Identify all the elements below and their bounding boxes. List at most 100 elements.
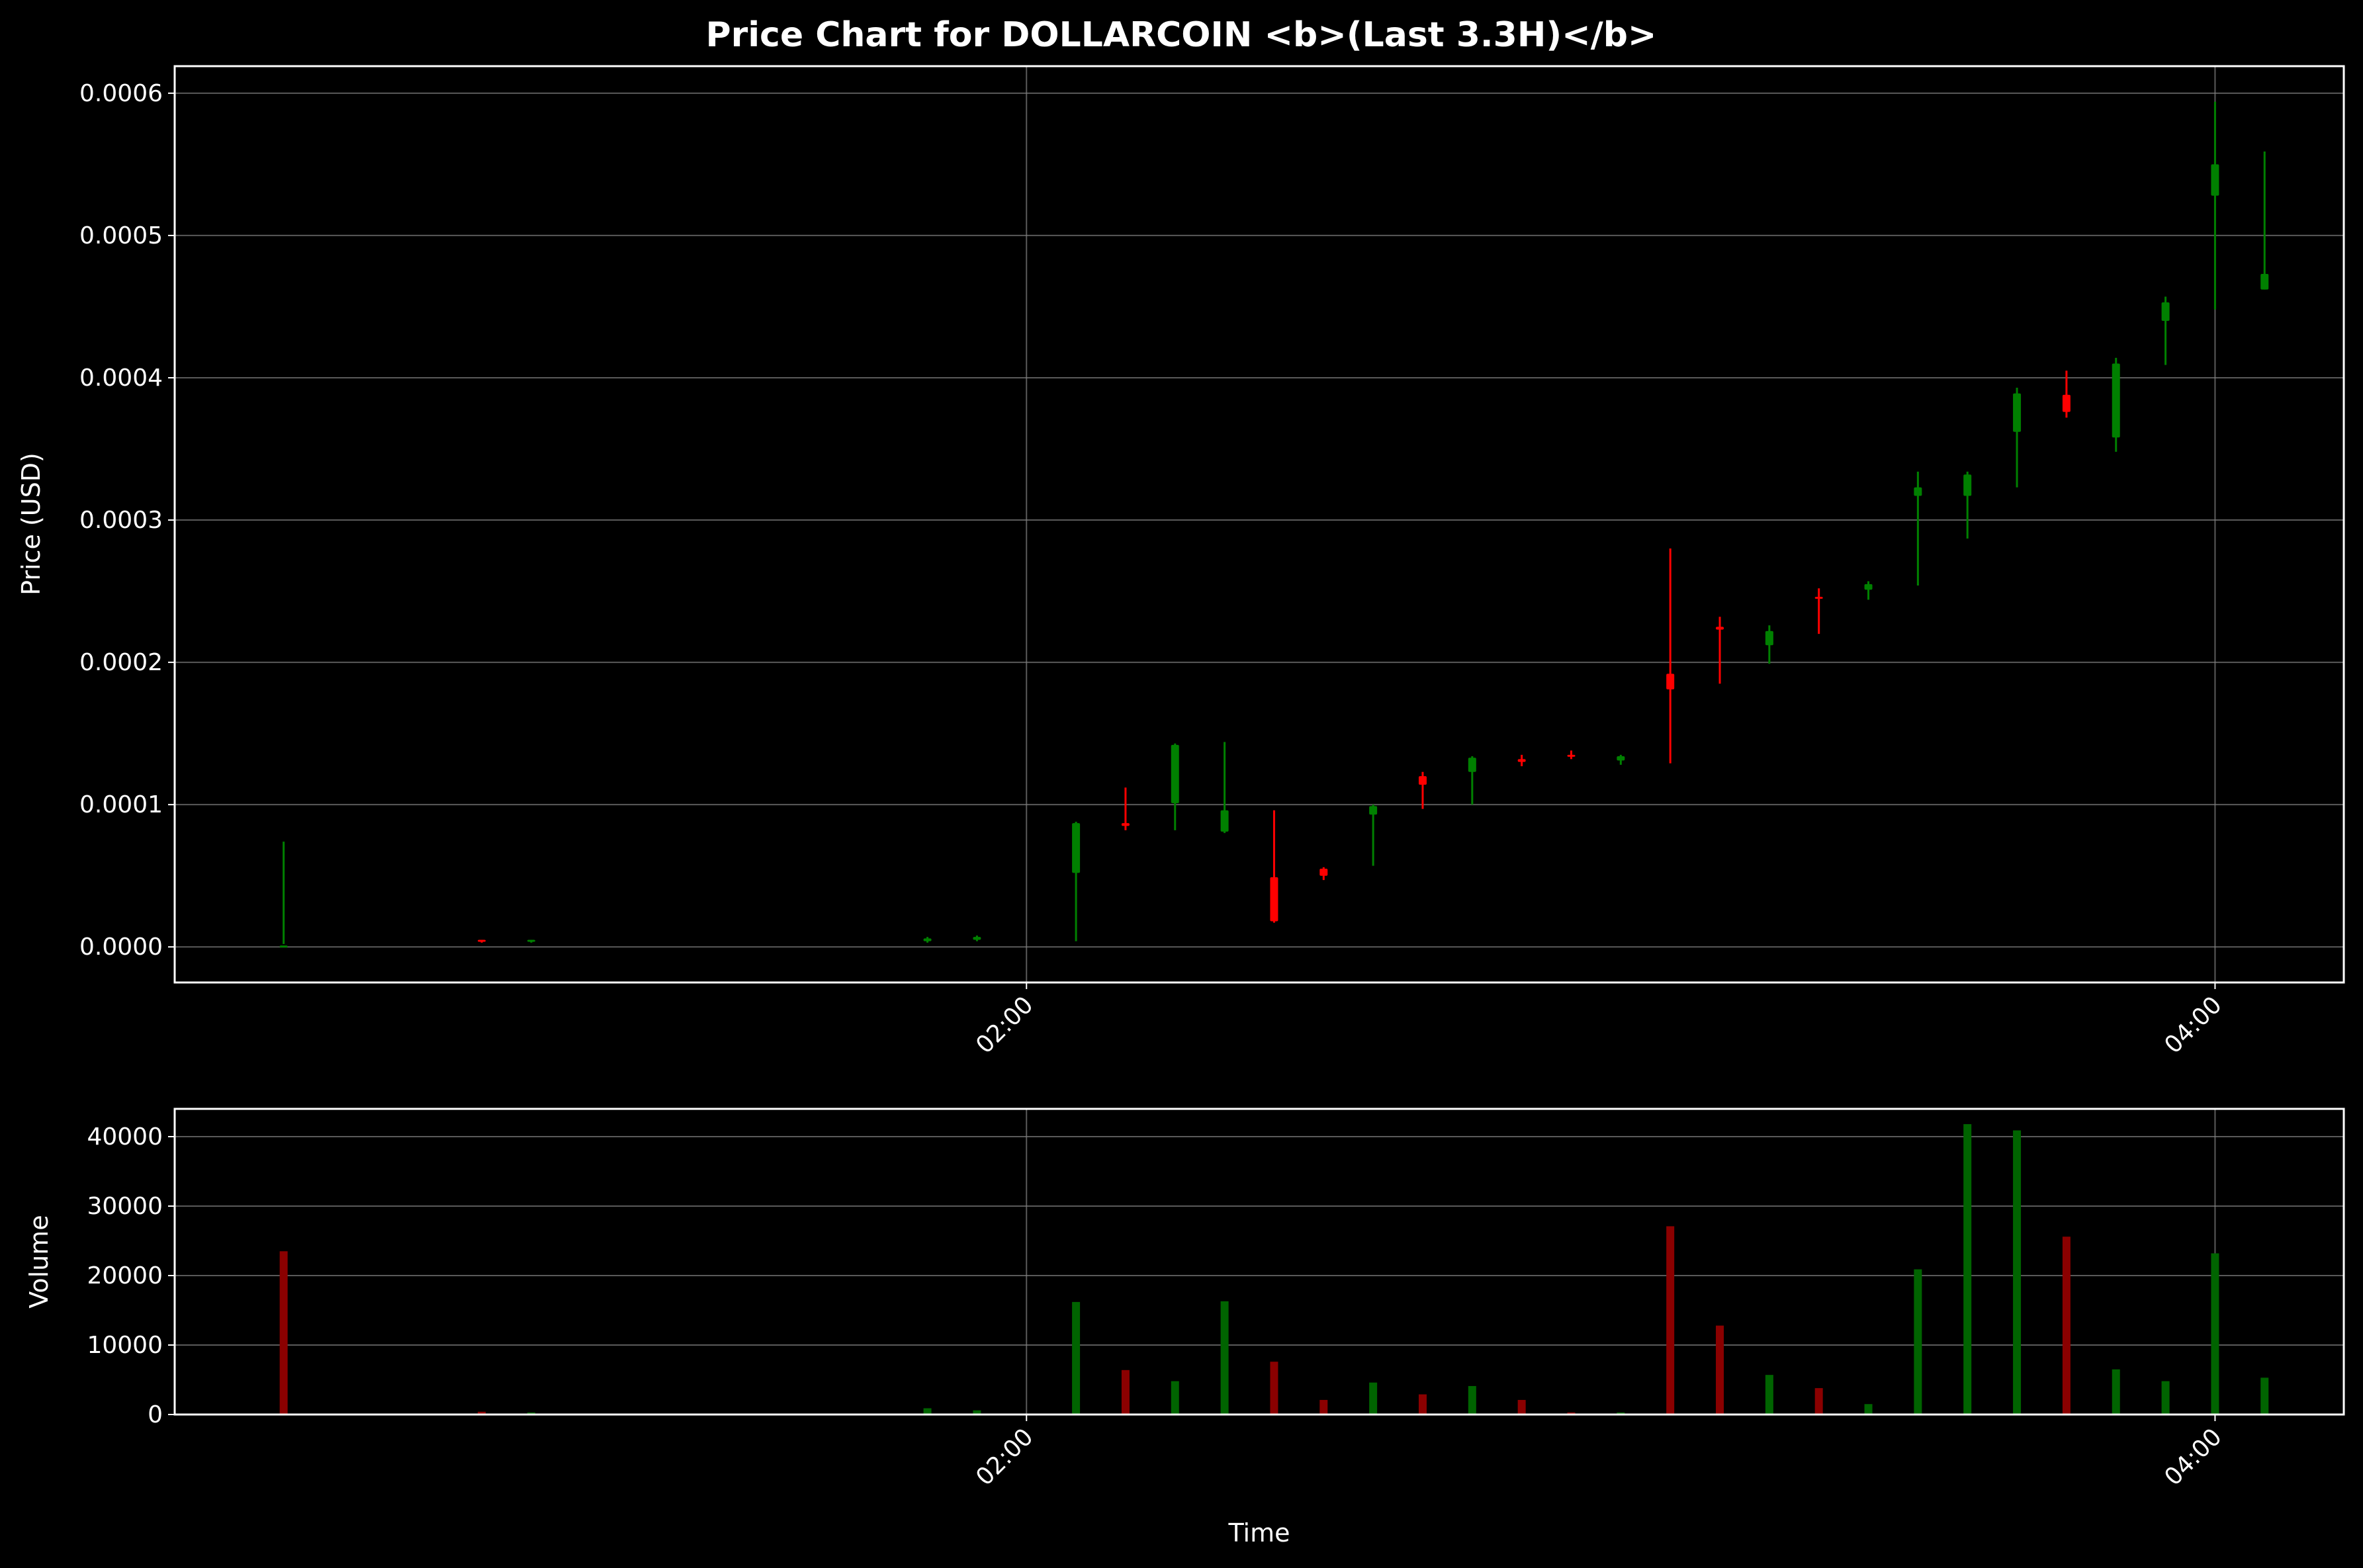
candle-body — [973, 937, 981, 940]
candle-body — [1517, 759, 1526, 762]
volume-bar — [1963, 1124, 1972, 1415]
candle-body — [2161, 302, 2170, 321]
volume-y-tick-label: 20000 — [87, 1262, 163, 1289]
volume-y-tick-label: 10000 — [87, 1332, 163, 1359]
candle-body — [2211, 164, 2219, 196]
chart-title: Price Chart for DOLLARCOIN <b>(Last 3.3H… — [705, 15, 1656, 55]
candle — [1171, 743, 1179, 830]
candle-body — [1319, 868, 1328, 876]
volume-bars — [279, 1124, 2269, 1415]
price-y-tick-label: 0.0004 — [79, 365, 163, 392]
volume-bar — [1121, 1370, 1130, 1415]
candle-body — [1914, 487, 1922, 496]
candle — [2062, 370, 2071, 418]
volume-y-tick-label: 30000 — [87, 1193, 163, 1220]
volume-bar — [1418, 1394, 1427, 1415]
price-y-tick-label: 0.0005 — [79, 222, 163, 249]
volume-bar — [1765, 1375, 1773, 1415]
candle — [1369, 805, 1378, 866]
candle-body — [1963, 474, 1972, 496]
candle — [1814, 588, 1823, 634]
candle — [1963, 471, 1972, 539]
volume-bar — [2013, 1130, 2022, 1415]
volume-bar — [2260, 1377, 2269, 1415]
candle — [1716, 617, 1724, 684]
candle — [1072, 821, 1081, 941]
volume-bar — [1567, 1412, 1576, 1415]
volume-bar — [1072, 1301, 1081, 1415]
volume-bar — [1270, 1362, 1278, 1415]
candle-body — [1121, 823, 1130, 826]
candle — [1270, 810, 1278, 923]
candle — [1121, 787, 1130, 830]
candle-body — [1617, 756, 1625, 761]
candle-body — [1468, 758, 1476, 772]
volume-bar — [1666, 1226, 1675, 1415]
candle-body — [478, 939, 486, 942]
volume-y-ticks: 0 10000 20000 30000 40000 — [87, 1123, 175, 1428]
candle — [279, 842, 288, 948]
candle — [527, 939, 535, 943]
candle — [1864, 581, 1873, 600]
candle-body — [1171, 744, 1179, 804]
candle-body — [1814, 597, 1823, 599]
price-candles — [279, 101, 2269, 948]
candle-body — [1567, 754, 1576, 757]
volume-bar — [527, 1412, 535, 1415]
candle-body — [1270, 877, 1278, 922]
price-y-tick-label: 0.0006 — [79, 80, 163, 107]
price-axes-frame — [173, 65, 2345, 984]
candle — [1666, 548, 1675, 763]
volume-bar — [1171, 1381, 1179, 1415]
candle-body — [2260, 273, 2269, 290]
candle — [2112, 357, 2120, 452]
candle — [1220, 742, 1229, 834]
candle — [2161, 296, 2170, 365]
volume-bar — [1864, 1404, 1873, 1415]
candle — [2013, 388, 2022, 488]
volume-y-axis-label: Volume — [24, 1215, 54, 1308]
candle — [923, 937, 932, 943]
volume-bar — [1319, 1399, 1328, 1415]
candle — [1765, 625, 1773, 664]
price-y-tick-label: 0.0003 — [79, 507, 163, 534]
candle-body — [1418, 776, 1427, 785]
candle-body — [1765, 631, 1773, 646]
candle-body — [2112, 363, 2120, 438]
volume-bar — [1617, 1412, 1625, 1415]
candle-body — [1369, 806, 1378, 815]
candle — [2260, 152, 2269, 290]
volume-bar — [1468, 1385, 1476, 1415]
candle — [973, 936, 981, 941]
volume-bar — [923, 1408, 932, 1415]
candle-body — [279, 945, 288, 948]
volume-bar — [1220, 1301, 1229, 1415]
candle — [1468, 756, 1476, 805]
candle — [1517, 754, 1526, 767]
volume-bar — [2161, 1381, 2170, 1415]
price-y-ticks: 0.0000 0.0001 0.0002 0.0003 0.0004 0.0005 0.00… — [79, 80, 175, 961]
candle-body — [1072, 823, 1081, 873]
volume-bar — [1369, 1382, 1378, 1415]
candle — [1914, 471, 1922, 586]
price-y-tick-label: 0.0000 — [79, 934, 163, 961]
candle-body — [1864, 584, 1873, 590]
volume-bar — [973, 1410, 981, 1415]
candle-body — [1716, 627, 1724, 630]
volume-y-tick-label: 0 — [148, 1401, 163, 1428]
price-y-axis-label: Price (USD) — [17, 453, 46, 595]
candle — [1418, 771, 1427, 809]
candle — [478, 939, 486, 943]
volume-y-tick-label: 40000 — [87, 1123, 163, 1151]
candle-body — [2062, 394, 2071, 412]
candle-body — [1220, 810, 1229, 832]
price-y-tick-label: 0.0002 — [79, 649, 163, 676]
volume-bar — [478, 1411, 486, 1415]
candle — [1319, 867, 1328, 881]
candle-body — [527, 939, 535, 942]
price-y-tick-label: 0.0001 — [79, 791, 163, 818]
volume-bar — [2062, 1237, 2071, 1415]
volume-bar — [1517, 1399, 1526, 1415]
volume-x-axis-label: Time — [1228, 1518, 1290, 1547]
